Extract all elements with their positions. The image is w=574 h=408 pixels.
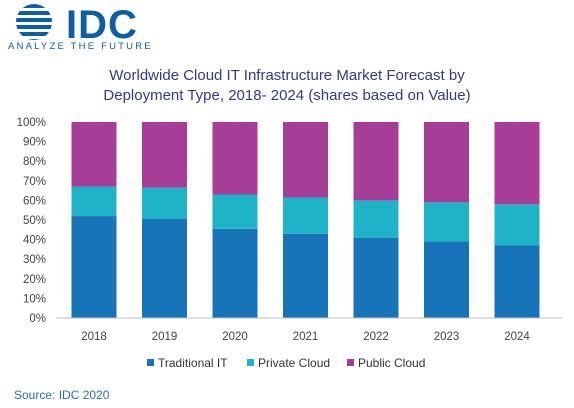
bar-segment [494, 204, 540, 246]
legend-label: Private Cloud [258, 356, 330, 370]
y-tick-label: 80% [23, 156, 46, 168]
legend-label: Traditional IT [158, 356, 228, 370]
legend-swatch [147, 359, 154, 366]
bar-segment [71, 122, 117, 187]
legend-swatch [247, 359, 254, 366]
bar-segment [142, 122, 187, 188]
y-tick-label: 20% [23, 274, 46, 286]
y-axis: 0% 10% 20% 30% 40% 50% 60% 70% 80% 90% 100% [17, 117, 46, 325]
bar-segment [212, 228, 258, 318]
source-note: Source: IDC 2020 [14, 388, 110, 402]
x-tick-label: 2021 [293, 331, 319, 343]
y-tick-label: 40% [23, 235, 46, 247]
y-tick-label: 0% [29, 313, 46, 325]
x-tick-label: 2018 [81, 331, 107, 343]
chart-title-line: Deployment Type, 2018- 2024 (shares base… [103, 87, 470, 104]
bars [71, 122, 540, 318]
legend-label: Public Cloud [358, 356, 425, 370]
legend-swatch [347, 359, 354, 366]
idc-logo: IDC ANALYZE THE FUTURE [0, 0, 160, 58]
y-tick-label: 100% [17, 117, 46, 129]
bar-segment [212, 122, 258, 195]
legend: Traditional IT Private Cloud Public Cloud [147, 356, 425, 370]
bar-segment [283, 233, 328, 318]
bar-segment [71, 216, 117, 318]
y-tick-label: 30% [23, 254, 46, 266]
y-tick-label: 70% [23, 176, 46, 188]
y-tick-label: 50% [23, 215, 46, 227]
x-tick-label: 2022 [363, 331, 389, 343]
logo-tagline: ANALYZE THE FUTURE [8, 41, 153, 52]
bar-segment [142, 219, 187, 318]
bar-segment [424, 122, 469, 203]
bar-segment [283, 197, 328, 234]
x-tick-label: 2024 [504, 331, 530, 343]
bar-segment [71, 186, 117, 217]
bar-segment [494, 245, 540, 318]
globe-icon [16, 4, 52, 40]
y-tick-label: 60% [23, 195, 46, 207]
y-tick-label: 10% [23, 293, 46, 305]
chart-title-line: Worldwide Cloud IT Infrastructure Market… [109, 67, 465, 84]
x-axis: 2018 2019 2020 2021 2022 2023 2024 [81, 331, 530, 343]
logo-wordmark: IDC [66, 3, 138, 47]
x-tick-label: 2020 [222, 331, 248, 343]
bar-segment [283, 122, 328, 198]
bar-segment [212, 194, 258, 229]
bar-segment [424, 202, 469, 242]
chart-title: Worldwide Cloud IT Infrastructure Market… [103, 67, 470, 104]
bar-segment [142, 187, 187, 220]
bar-segment [353, 122, 399, 201]
x-tick-label: 2023 [434, 331, 460, 343]
y-tick-label: 90% [23, 137, 46, 149]
x-tick-label: 2019 [152, 331, 178, 343]
bar-segment [424, 241, 469, 318]
bar-segment [494, 122, 540, 205]
bar-segment [353, 200, 399, 238]
bar-segment [353, 237, 399, 318]
